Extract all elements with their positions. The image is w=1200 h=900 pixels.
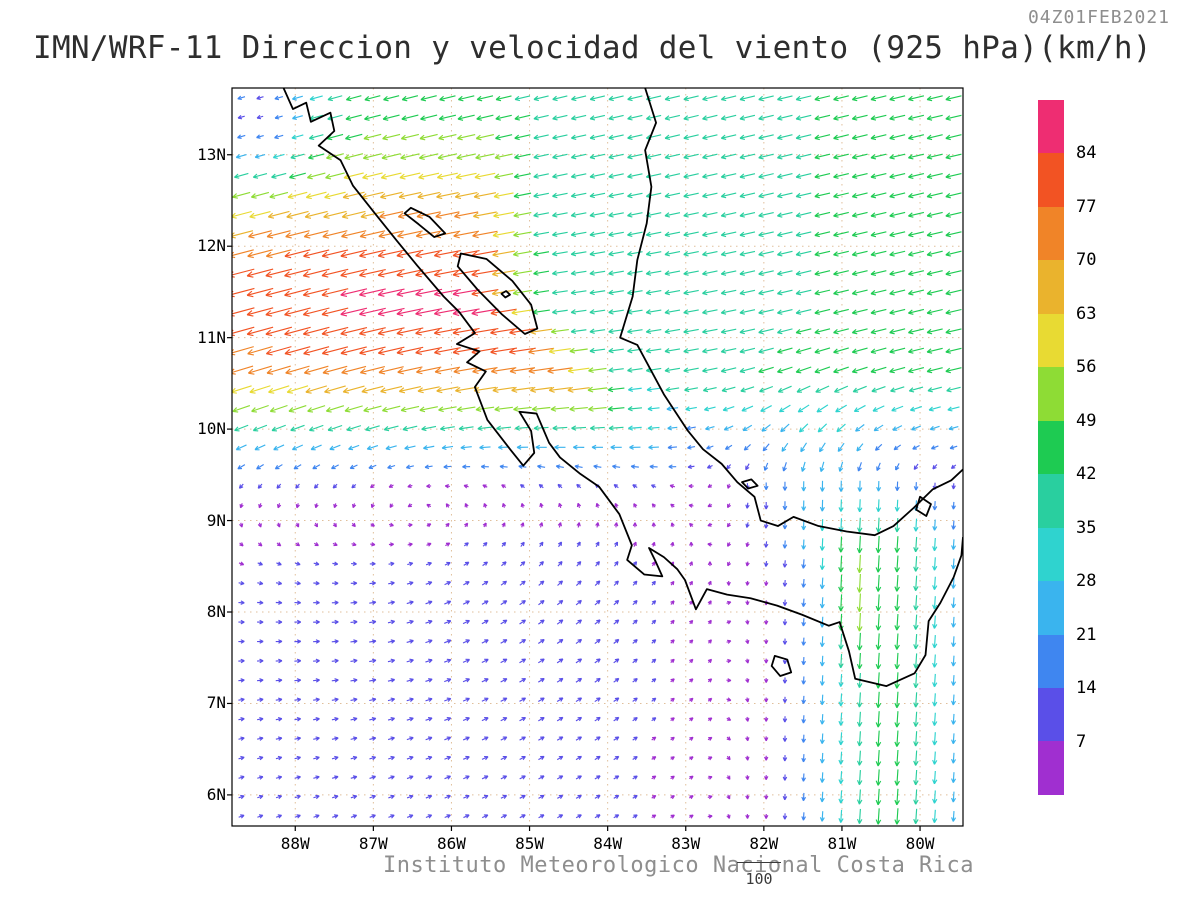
colorbar-segment [1038,100,1064,154]
colorbar-label: 35 [1076,517,1097,538]
lat-tick-label: 13N [197,144,226,164]
wind-map-canvas [222,78,973,836]
colorbar-segment [1038,634,1064,688]
page-title: IMN/WRF-11 Direccion y velocidad del vie… [33,30,1152,66]
colorbar-label: 84 [1076,143,1097,164]
lat-tick-label: 7N [206,693,226,713]
colorbar: 84 77 70 63 56 49 42 35 28 21 14 7 [1038,100,1096,795]
lon-tick-label: 85W [515,834,544,853]
reference-vector-label: 100 [745,870,773,888]
colorbar-segment [1038,741,1064,795]
colorbar-segment [1038,260,1064,314]
colorbar-label: 49 [1076,410,1097,431]
colorbar-label: 42 [1076,464,1097,485]
lon-tick-label: 86W [437,834,466,853]
colorbar-label: 63 [1076,303,1097,324]
colorbar-segment [1038,206,1064,261]
colorbar-segment [1038,527,1064,582]
colorbar-segment [1038,153,1064,207]
lon-tick-label: 83W [671,834,701,853]
lon-tick-label: 88W [280,834,310,853]
colorbar-label: 7 [1076,731,1087,752]
lat-tick-label: 9N [206,510,226,530]
lon-tick-label: 87W [358,834,388,853]
colorbar-segment [1038,474,1064,528]
colorbar-label: 77 [1076,196,1097,217]
colorbar-label: 14 [1076,678,1097,699]
colorbar-label: 56 [1076,357,1097,378]
lon-tick-label: 80W [905,834,935,853]
lat-tick-label: 6N [206,784,226,804]
lat-tick-label: 10N [197,419,226,439]
lat-tick-label: 11N [197,327,226,347]
colorbar-label: 70 [1076,250,1097,271]
lon-tick-label: 82W [749,834,779,853]
lon-tick-label: 81W [827,834,857,853]
colorbar-segment [1038,367,1064,421]
colorbar-segment [1038,420,1064,475]
wind-map: 13N 12N 11N 10N 9N 8N 7N 6N 88W 87W 86W 85W 84W 83W 82… [197,78,973,868]
colorbar-segment [1038,313,1064,368]
valid-time-label: 04Z01FEB2021 [1027,7,1170,28]
lat-tick-label: 12N [197,236,226,256]
colorbar-segment [1038,581,1064,635]
colorbar-segment [1038,687,1064,742]
footer-caption: Instituto Meteorologico Nacional Costa R… [383,853,975,878]
reference-vector-line [737,862,781,863]
lat-tick-label: 8N [206,602,226,621]
colorbar-label: 21 [1076,624,1097,645]
colorbar-label: 28 [1076,571,1097,592]
lon-tick-label: 84W [593,834,623,853]
